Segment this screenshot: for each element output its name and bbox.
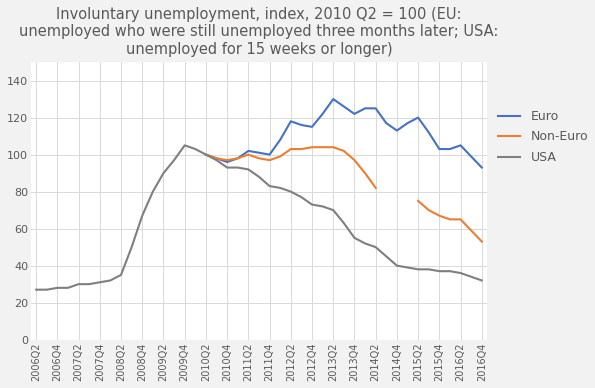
- USA: [330, 208, 337, 213]
- USA: [351, 236, 358, 240]
- USA: [117, 272, 124, 277]
- USA: [181, 143, 188, 148]
- Euro: [351, 112, 358, 116]
- Non-Euro: [266, 158, 273, 163]
- USA: [393, 263, 400, 268]
- USA: [64, 286, 71, 290]
- Euro: [425, 130, 433, 135]
- USA: [213, 158, 220, 163]
- USA: [107, 278, 114, 283]
- Non-Euro: [308, 145, 315, 149]
- Euro: [308, 125, 315, 129]
- USA: [75, 282, 82, 286]
- USA: [383, 254, 390, 259]
- USA: [446, 269, 453, 274]
- USA: [415, 267, 422, 272]
- Euro: [234, 156, 242, 161]
- Non-Euro: [202, 152, 209, 157]
- USA: [457, 271, 464, 275]
- USA: [234, 165, 242, 170]
- Euro: [224, 160, 231, 165]
- Non-Euro: [245, 152, 252, 157]
- Non-Euro: [287, 147, 295, 151]
- USA: [192, 147, 199, 151]
- USA: [277, 185, 284, 190]
- Non-Euro: [224, 158, 231, 163]
- USA: [86, 282, 93, 286]
- Legend: Euro, Non-Euro, USA: Euro, Non-Euro, USA: [498, 110, 588, 164]
- Euro: [277, 137, 284, 142]
- Euro: [255, 151, 262, 155]
- Euro: [245, 149, 252, 153]
- USA: [362, 241, 369, 246]
- Euro: [372, 106, 379, 111]
- USA: [319, 204, 326, 209]
- Non-Euro: [319, 145, 326, 149]
- Line: Non-Euro: Non-Euro: [206, 147, 375, 188]
- Euro: [404, 121, 411, 125]
- Non-Euro: [255, 156, 262, 161]
- Non-Euro: [340, 149, 347, 153]
- USA: [425, 267, 433, 272]
- USA: [404, 265, 411, 270]
- USA: [54, 286, 61, 290]
- Euro: [457, 143, 464, 148]
- Non-Euro: [362, 171, 369, 175]
- USA: [139, 213, 146, 218]
- Euro: [415, 115, 422, 120]
- USA: [266, 184, 273, 189]
- Euro: [202, 152, 209, 157]
- Euro: [446, 147, 453, 151]
- USA: [372, 245, 379, 249]
- Non-Euro: [298, 147, 305, 151]
- USA: [436, 269, 443, 274]
- Euro: [436, 147, 443, 151]
- USA: [33, 288, 40, 292]
- Non-Euro: [330, 145, 337, 149]
- USA: [128, 245, 135, 249]
- USA: [149, 189, 156, 194]
- Euro: [478, 165, 486, 170]
- USA: [340, 221, 347, 225]
- USA: [245, 167, 252, 172]
- Euro: [330, 97, 337, 101]
- Non-Euro: [234, 156, 242, 161]
- Euro: [298, 123, 305, 127]
- Euro: [213, 156, 220, 161]
- Non-Euro: [277, 154, 284, 159]
- USA: [43, 288, 51, 292]
- USA: [287, 189, 295, 194]
- Euro: [362, 106, 369, 111]
- Euro: [340, 104, 347, 109]
- USA: [96, 280, 104, 285]
- USA: [468, 274, 475, 279]
- USA: [202, 152, 209, 157]
- USA: [478, 278, 486, 283]
- Euro: [287, 119, 295, 124]
- Euro: [383, 121, 390, 125]
- Euro: [468, 154, 475, 159]
- Non-Euro: [351, 158, 358, 163]
- Line: Euro: Euro: [206, 99, 482, 168]
- Euro: [266, 152, 273, 157]
- USA: [224, 165, 231, 170]
- Euro: [393, 128, 400, 133]
- Euro: [319, 112, 326, 116]
- USA: [171, 158, 178, 163]
- USA: [255, 175, 262, 179]
- USA: [298, 195, 305, 199]
- USA: [160, 171, 167, 175]
- Title: Involuntary unemployment, index, 2010 Q2 = 100 (EU:
unemployed who were still un: Involuntary unemployment, index, 2010 Q2…: [19, 7, 499, 57]
- Non-Euro: [372, 185, 379, 190]
- USA: [308, 202, 315, 207]
- Non-Euro: [213, 156, 220, 161]
- Line: USA: USA: [36, 146, 482, 290]
